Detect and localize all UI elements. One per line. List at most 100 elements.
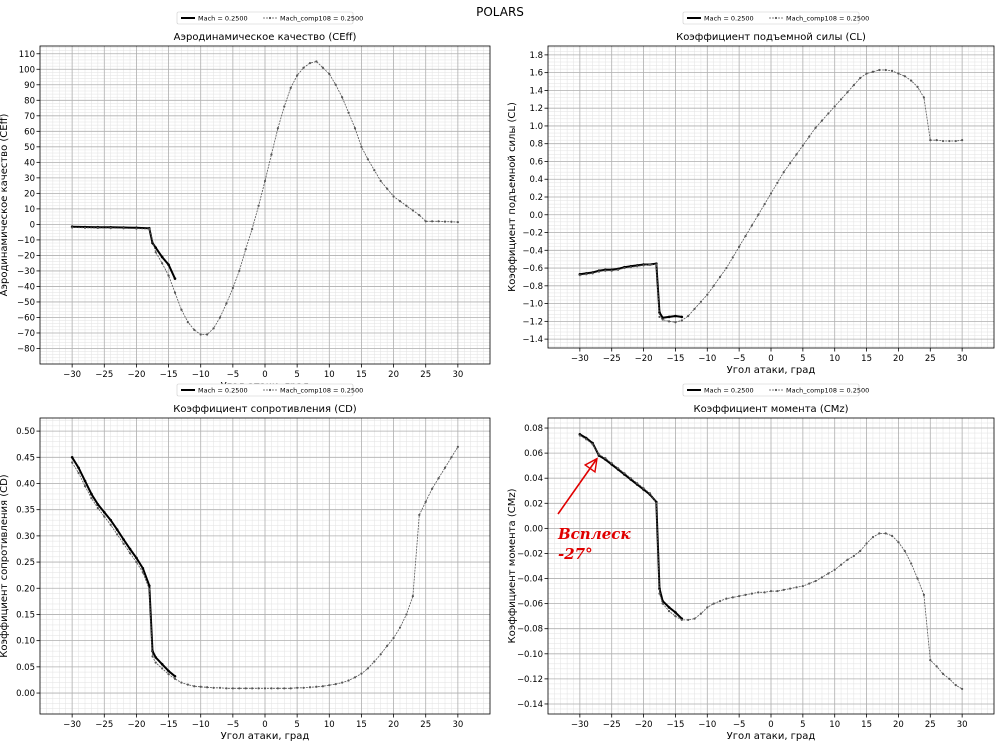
x-tick-label: 25 [420, 720, 431, 730]
legend-label: Mach_comp108 = 0.2500 [280, 15, 363, 23]
data-point [610, 462, 613, 465]
y-tick-label: 0.45 [16, 453, 35, 463]
plot-frame [39, 417, 491, 715]
data-point [820, 119, 824, 122]
data-point [456, 220, 459, 224]
x-tick-label: −10 [192, 720, 210, 730]
y-tick-label: −80 [17, 344, 35, 354]
data-point [827, 112, 830, 115]
x-tick-label: −10 [698, 720, 716, 730]
data-point [833, 105, 836, 108]
data-point [206, 333, 209, 336]
data-point [833, 568, 836, 571]
series-line [579, 433, 683, 620]
data-point [450, 220, 453, 223]
data-point [450, 456, 453, 459]
annotation-arrow [557, 458, 598, 515]
legend-label: Mach = 0.2500 [704, 387, 754, 395]
data-point [206, 686, 209, 689]
data-point [218, 316, 222, 319]
y-tick-label: 0.50 [16, 427, 35, 437]
data-point [360, 672, 363, 675]
data-point [405, 613, 408, 616]
data-point [763, 203, 766, 206]
y-tick-label: 0.02 [524, 499, 543, 509]
series-mach [70, 455, 177, 678]
y-tick-label: 50 [24, 143, 35, 153]
x-tick-label: 25 [925, 354, 936, 364]
data-point [102, 511, 106, 514]
y-tick-label: 0.00 [524, 524, 543, 534]
data-point [77, 471, 80, 475]
data-point [725, 266, 728, 270]
data-point [283, 687, 286, 690]
data-point [199, 685, 202, 688]
data-point [308, 61, 312, 65]
data-point [922, 96, 926, 99]
data-point [954, 684, 957, 687]
x-axis-label: Угол атаки, град [221, 731, 310, 742]
y-tick-label: 30 [24, 174, 35, 184]
data-point [910, 562, 913, 565]
data-point [96, 503, 100, 506]
data-point [244, 687, 247, 690]
data-point [597, 453, 601, 456]
data-point [859, 549, 862, 553]
x-tick-label: 15 [861, 354, 872, 364]
y-tick-label: −0.8 [522, 282, 543, 292]
data-point [353, 127, 357, 130]
figure-suptitle: POLARS [476, 5, 524, 19]
y-tick-label: −0.12 [517, 675, 543, 685]
data-point [903, 549, 906, 553]
data-point [334, 683, 337, 686]
legend-swatch-marker [268, 388, 272, 392]
y-tick-label: −0.06 [517, 600, 543, 610]
data-point [658, 592, 661, 595]
data-point [757, 213, 760, 216]
series-line [71, 456, 176, 678]
y-tick-label: −0.10 [517, 650, 543, 660]
data-point [814, 579, 817, 583]
data-point [141, 571, 144, 574]
y-tick-label: 70 [24, 112, 35, 122]
legend-label: Mach_comp108 = 0.2500 [786, 387, 869, 395]
y-tick-label: −0.08 [517, 625, 543, 635]
y-tick-label: 1.4 [529, 86, 543, 96]
data-point [884, 532, 887, 535]
data-point [251, 227, 254, 231]
data-point [916, 85, 919, 88]
data-point [757, 591, 760, 594]
data-point [922, 593, 926, 596]
data-point [916, 577, 919, 580]
y-tick-label: 0.20 [16, 584, 35, 594]
data-point [431, 487, 434, 490]
data-point [231, 286, 234, 290]
y-tick-label: 1.6 [529, 69, 543, 79]
series-line [579, 435, 963, 690]
x-tick-label: −30 [63, 370, 81, 380]
data-point [328, 684, 331, 687]
data-point [276, 687, 279, 690]
data-point [347, 111, 350, 114]
data-point [897, 541, 900, 544]
data-point [193, 685, 196, 688]
y-tick-label: 0.25 [16, 558, 35, 568]
data-point [257, 687, 260, 690]
y-tick-label: 1.0 [529, 122, 543, 132]
data-point [655, 502, 658, 505]
x-tick-label: 0 [768, 354, 773, 364]
legend-label: Mach = 0.2500 [198, 15, 248, 23]
data-point [750, 592, 753, 595]
y-tick-label: −40 [17, 282, 35, 292]
data-point [289, 687, 292, 690]
data-point [296, 74, 299, 77]
data-point [83, 479, 87, 483]
data-point [411, 209, 414, 212]
data-point [109, 227, 112, 230]
data-point [929, 139, 932, 142]
data-point [373, 660, 376, 663]
y-tick-label: 90 [24, 81, 35, 91]
data-point [597, 270, 601, 273]
data-point [795, 153, 798, 156]
data-point [289, 86, 292, 89]
